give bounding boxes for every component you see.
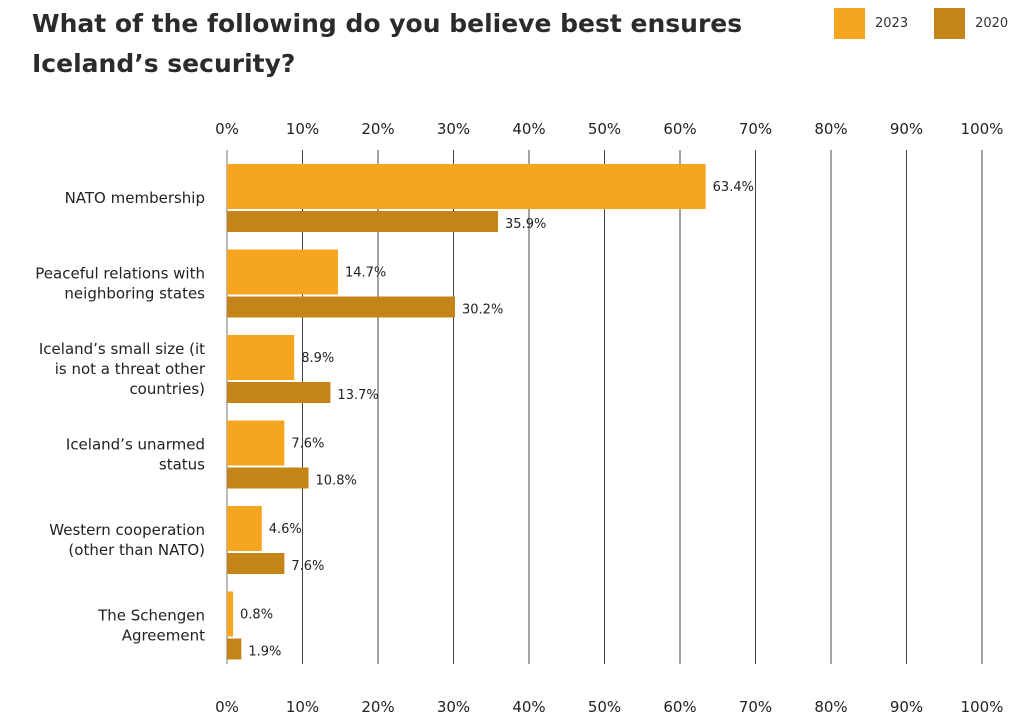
category-label-line: Iceland’s unarmed [66, 436, 205, 454]
bar-2023-4 [227, 506, 262, 551]
x-tick-label-top: 0% [215, 120, 239, 138]
chart-legend: 2023 2020 [834, 8, 1008, 39]
x-tick-label-top: 90% [890, 120, 923, 138]
category-label-line: countries) [129, 380, 205, 398]
data-label-2020-1: 30.2% [462, 303, 503, 318]
bar-2023-0 [227, 164, 706, 209]
data-label-2020-0: 35.9% [505, 217, 546, 232]
x-tick-label-top: 60% [663, 120, 696, 138]
bar-2023-3 [227, 420, 285, 466]
category-label-line: NATO membership [65, 189, 205, 207]
data-label-2023-2: 8.9% [301, 351, 334, 366]
x-tick-label-bottom: 40% [512, 698, 545, 716]
bar-2020-5 [227, 638, 242, 660]
x-tick-label-bottom: 60% [663, 698, 696, 716]
data-label-2023-3: 7.6% [291, 437, 324, 452]
x-tick-label-bottom: 80% [814, 698, 847, 716]
data-label-2020-4: 7.6% [291, 559, 324, 574]
data-label-2023-0: 63.4% [713, 180, 754, 195]
bar-2023-2 [227, 335, 295, 380]
x-tick-label-bottom: 10% [286, 698, 319, 716]
category-label-2: Iceland’s small size (it is not a threat … [39, 340, 206, 398]
category-label-line: The Schengen [97, 607, 205, 625]
x-tick-label-top: 10% [286, 120, 319, 138]
category-label-line: neighboring states [64, 285, 205, 303]
x-tick-label-top: 50% [588, 120, 621, 138]
category-label-0: NATO membership [65, 189, 205, 207]
category-label-5: The Schengen Agreement [97, 607, 205, 645]
legend-item-2023: 2023 [834, 8, 908, 39]
x-tick-label-bottom: 20% [361, 698, 394, 716]
legend-label-2020: 2020 [975, 16, 1009, 31]
legend-label-2023: 2023 [875, 16, 909, 31]
x-tick-label-bottom: 30% [437, 698, 470, 716]
bar-2023-1 [227, 249, 338, 295]
category-label-3: Iceland’s unarmed status [66, 436, 205, 474]
category-label-line: is not a threat other [55, 360, 206, 378]
data-label-2020-5: 1.9% [248, 645, 281, 660]
x-tick-label-top: 70% [739, 120, 772, 138]
data-label-2023-4: 4.6% [269, 522, 302, 537]
x-tick-label-top: 80% [814, 120, 847, 138]
bar-2020-2 [227, 382, 331, 403]
data-label-2020-2: 13.7% [337, 388, 378, 403]
x-tick-label-bottom: 0% [215, 698, 239, 716]
bar-2020-3 [227, 467, 309, 489]
legend-swatch-2020 [934, 8, 966, 39]
bar-2023-5 [227, 591, 234, 637]
data-label-2023-5: 0.8% [240, 608, 273, 623]
chart-title: What of the following do you believe bes… [32, 9, 743, 78]
category-label-line: (other than NATO) [68, 541, 205, 559]
x-tick-label-bottom: 70% [739, 698, 772, 716]
x-tick-label-bottom: 50% [588, 698, 621, 716]
x-tick-label-top: 40% [512, 120, 545, 138]
category-label-4: Western cooperation (other than NATO) [49, 521, 205, 559]
bar-2020-0 [227, 211, 499, 232]
category-label-line: status [159, 456, 205, 474]
bar-2020-4 [227, 553, 285, 574]
data-label-2020-3: 10.8% [316, 474, 357, 489]
category-label-line: Iceland’s small size (it [39, 340, 205, 358]
category-label-line: Agreement [122, 627, 205, 645]
x-tick-label-top: 20% [361, 120, 394, 138]
x-tick-label-top: 100% [961, 120, 1004, 138]
category-label-line: Peaceful relations with [35, 265, 205, 283]
legend-item-2020: 2020 [934, 8, 1008, 39]
bar-2020-1 [227, 296, 456, 318]
legend-swatch-2023 [834, 8, 865, 39]
x-tick-label-bottom: 90% [890, 698, 923, 716]
x-tick-label-bottom: 100% [961, 698, 1004, 716]
category-label-1: Peaceful relations with neighboring state… [35, 265, 205, 303]
data-label-2023-1: 14.7% [345, 266, 386, 281]
category-label-line: Western cooperation [49, 521, 205, 539]
x-tick-label-top: 30% [437, 120, 470, 138]
